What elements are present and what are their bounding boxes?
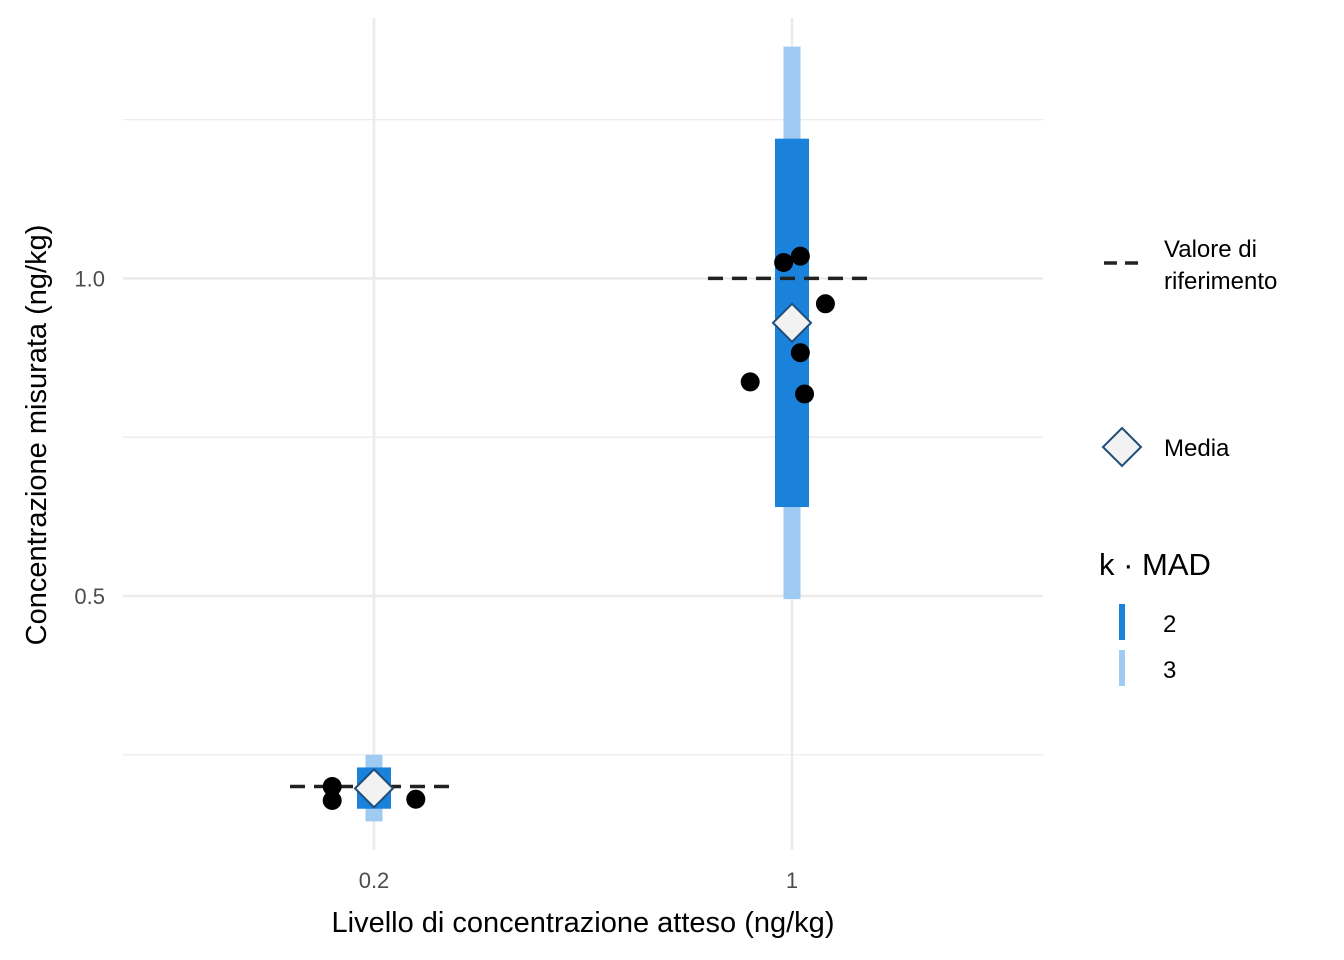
legend-reference-label: Valore di riferimento: [1164, 236, 1277, 295]
legend-band-k3-label: 3: [1163, 657, 1176, 684]
mad-bands: [357, 46, 809, 822]
x-tick-label-0: 0.2: [359, 868, 390, 893]
legend-band-title: k · MAD: [1099, 547, 1211, 582]
mean-marker-0: [353, 767, 395, 809]
data-point-1-4: [740, 372, 760, 392]
tick-labels: 0.5 1.0 0.2 1: [74, 266, 798, 893]
measurement-points: [322, 246, 835, 810]
legend-mean-swatch: [1101, 426, 1143, 468]
y-tick-label-1: 1.0: [74, 266, 105, 291]
x-axis-title: Livello di concentrazione atteso (ng/kg): [332, 907, 835, 939]
data-point-1-5: [795, 384, 815, 404]
y-tick-label-0: 0.5: [74, 584, 105, 609]
mean-marker-1: [771, 302, 813, 344]
data-point-1-3: [790, 343, 810, 363]
legend: Valore di riferimento Media k · MAD 2 3: [1099, 236, 1277, 686]
legend-band-k3-swatch: [1119, 650, 1125, 686]
legend-band-k2-label: 2: [1163, 611, 1176, 638]
data-point-0-0: [322, 776, 342, 796]
data-point-1-0: [774, 253, 794, 273]
legend-reference-line-1: riferimento: [1164, 268, 1277, 295]
data-point-0-3: [406, 789, 426, 809]
legend-mean-label: Media: [1164, 435, 1230, 462]
mean-markers: [353, 302, 813, 809]
data-point-0-2: [322, 790, 342, 810]
legend-band-k2-swatch: [1119, 604, 1125, 640]
grid-lines: [123, 18, 1043, 850]
data-point-1-2: [815, 294, 835, 314]
legend-reference-line-0: Valore di: [1164, 236, 1257, 263]
x-tick-label-1: 1: [786, 868, 798, 893]
y-axis-title: Concentrazione misurata (ng/kg): [21, 225, 53, 646]
data-point-1-1: [790, 246, 810, 266]
